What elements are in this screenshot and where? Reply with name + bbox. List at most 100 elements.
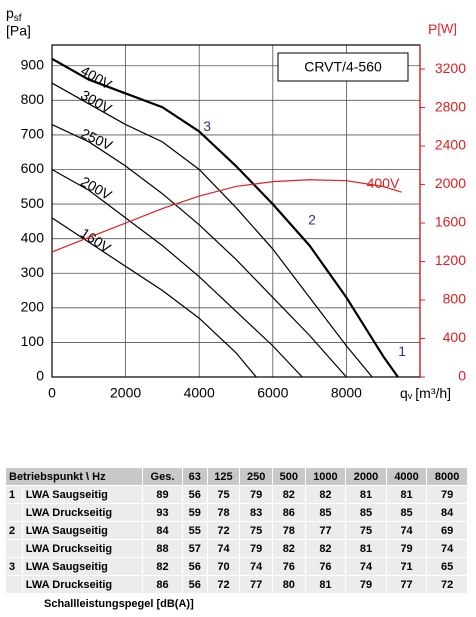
x-tick-label: 6000 — [257, 385, 288, 401]
value-cell: 86 — [142, 575, 183, 594]
chart-title: CRVT/4-560 — [304, 59, 382, 75]
value-cell: 85 — [386, 503, 428, 522]
value-cell: 83 — [239, 503, 273, 522]
y-tick-label: 700 — [21, 126, 45, 142]
value-cell: 70 — [207, 557, 241, 576]
header-cell: 63 — [182, 468, 208, 486]
table-row: LWA Druckseitig 93 59 78 83 86 85 85 85 84 — [6, 503, 468, 522]
header-cell: 4000 — [386, 468, 428, 486]
value-cell: 65 — [426, 557, 468, 576]
header-cell: Ges. — [142, 468, 183, 486]
series-label: 250V — [79, 125, 116, 154]
series-label: 200V — [78, 173, 115, 203]
x-tick-label: 2000 — [110, 385, 141, 401]
table-row: 2 LWA Saugseitig 84 55 72 75 78 77 75 74 69 — [6, 521, 468, 540]
value-cell: 86 — [272, 503, 306, 522]
row-label: LWA Druckseitig — [22, 503, 144, 522]
value-cell: 71 — [386, 557, 428, 576]
header-cell: 2000 — [345, 468, 387, 486]
point-cell — [6, 575, 23, 594]
value-cell: 79 — [426, 485, 468, 504]
value-cell: 79 — [239, 539, 273, 558]
y-label: p — [6, 5, 14, 21]
value-cell: 56 — [182, 557, 208, 576]
operating-point: 2 — [308, 212, 316, 228]
value-cell: 82 — [305, 485, 347, 504]
series-label: 300V — [78, 87, 115, 117]
value-cell: 81 — [345, 485, 387, 504]
value-cell: 57 — [182, 539, 208, 558]
value-cell: 80 — [272, 575, 306, 594]
operating-point: 1 — [398, 343, 406, 359]
y-unit: [Pa] — [6, 23, 31, 39]
value-cell: 85 — [305, 503, 347, 522]
y-tick-label: 800 — [21, 91, 45, 107]
value-cell: 81 — [345, 539, 387, 558]
series-line — [51, 82, 373, 378]
series-line — [51, 168, 303, 378]
row-label: LWA Saugseitig — [22, 521, 144, 540]
header-cell: 500 — [272, 468, 306, 486]
row-label: LWA Saugseitig — [22, 557, 144, 576]
footnote: Schallleistungspegel [dB(A)] — [44, 598, 194, 610]
table-row: 1 LWA Saugseitig 89 56 75 79 82 82 81 81 79 — [6, 485, 468, 504]
y2-tick-label: 2000 — [435, 175, 466, 191]
series-line — [51, 123, 347, 378]
x-label: q — [400, 385, 408, 401]
value-cell: 84 — [142, 521, 183, 540]
value-cell: 79 — [386, 539, 428, 558]
operating-point: 3 — [203, 118, 211, 134]
value-cell: 78 — [272, 521, 306, 540]
point-cell: 3 — [6, 557, 23, 576]
y-tick-label: 900 — [21, 56, 45, 72]
y2-tick-label: 2800 — [435, 98, 466, 114]
value-cell: 55 — [182, 521, 208, 540]
value-cell: 75 — [239, 521, 273, 540]
y2-tick-label: 800 — [443, 291, 467, 307]
y2-axis-label: P[W] — [428, 21, 457, 37]
value-cell: 78 — [207, 503, 241, 522]
sound-table: Betriebspunkt \ Hz Ges. 63 125 250 500 1000 200… — [6, 468, 468, 594]
title-box — [277, 52, 409, 82]
value-cell: 74 — [239, 557, 273, 576]
value-cell: 85 — [345, 503, 387, 522]
y-tick-label: 600 — [21, 160, 45, 176]
value-cell: 82 — [272, 485, 306, 504]
series-line — [51, 57, 399, 378]
value-cell: 82 — [272, 539, 306, 558]
point-cell: 2 — [6, 521, 23, 540]
point-cell: 1 — [6, 485, 23, 504]
y-label-sub: sf — [14, 13, 22, 24]
value-cell: 56 — [182, 575, 208, 594]
y2-tick-label: 1600 — [435, 214, 466, 230]
header-cell: 8000 — [426, 468, 468, 486]
table-row: 3 LWA Saugseitig 82 56 70 74 76 76 74 71 65 — [6, 557, 468, 576]
y2-tick-label: 2400 — [435, 137, 466, 153]
header-cell: Betriebspunkt \ Hz — [6, 468, 144, 486]
row-label: LWA Saugseitig — [22, 485, 144, 504]
row-label: LWA Druckseitig — [22, 575, 144, 594]
value-cell: 77 — [386, 575, 428, 594]
y2-tick-label: 1200 — [435, 252, 466, 268]
point-cell — [6, 503, 23, 522]
value-cell: 75 — [345, 521, 387, 540]
y-tick-label: 300 — [21, 264, 45, 280]
value-cell: 76 — [272, 557, 306, 576]
value-cell: 59 — [182, 503, 208, 522]
value-cell: 84 — [426, 503, 468, 522]
y-tick-label: 400 — [21, 229, 45, 245]
y2-unit: [W] — [437, 21, 457, 36]
x-tick-label: 4000 — [184, 385, 215, 401]
header-cell: 125 — [207, 468, 241, 486]
table-row: LWA Druckseitig 86 56 72 77 80 81 79 77 72 — [6, 575, 468, 594]
value-cell: 82 — [142, 557, 183, 576]
value-cell: 79 — [345, 575, 387, 594]
series-line — [51, 217, 257, 378]
header-row: Betriebspunkt \ Hz Ges. 63 125 250 500 1000 200… — [6, 468, 468, 486]
value-cell: 74 — [345, 557, 387, 576]
x-tick-label: 8000 — [331, 385, 362, 401]
value-cell: 76 — [305, 557, 347, 576]
value-cell: 77 — [305, 521, 347, 540]
